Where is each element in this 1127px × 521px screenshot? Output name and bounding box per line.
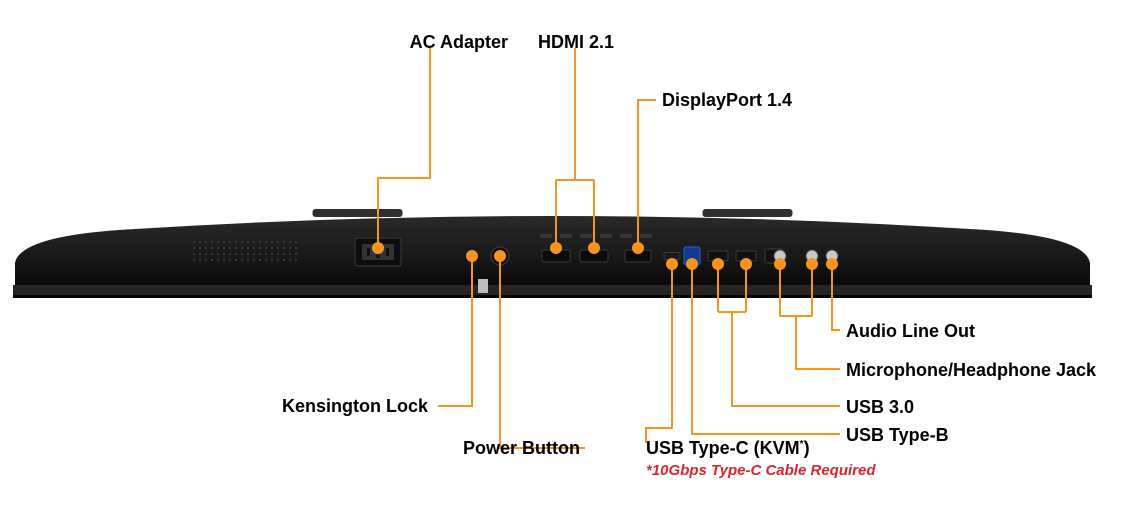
hdmi-label: HDMI 2.1 [538, 32, 614, 53]
usbb-label: USB Type-B [846, 425, 949, 446]
displayport-label: DisplayPort 1.4 [662, 90, 792, 111]
ac_adapter-label: AC Adapter [410, 32, 508, 53]
mic_hp-label: Microphone/Headphone Jack [846, 360, 1096, 381]
kensington-label: Kensington Lock [282, 396, 428, 417]
usbc_footnote-label: *10Gbps Type-C Cable Required [646, 462, 876, 479]
audio_out-label: Audio Line Out [846, 321, 975, 342]
usbc_kvm-label: USB Type-C (KVM*) [646, 438, 810, 459]
usb3-label: USB 3.0 [846, 397, 914, 418]
power_button-label: Power Button [463, 438, 580, 459]
monitor-illustration [13, 209, 1092, 298]
